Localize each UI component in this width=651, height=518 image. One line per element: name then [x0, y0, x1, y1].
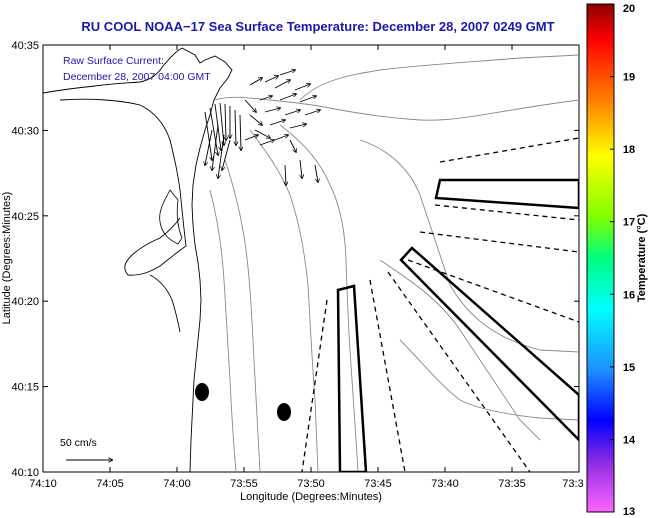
colorbar-tick-label: 13: [623, 506, 635, 518]
plot-area: Raw Surface Current: December 28, 2007 0…: [42, 44, 580, 473]
chart-title: RU COOL NOAA−17 Sea Surface Temperature:…: [81, 19, 554, 34]
colorbar-tick-label: 14: [623, 434, 636, 446]
colorbar-tick-label: 18: [623, 144, 635, 156]
colorbar-label: Temperature (°C): [636, 213, 648, 302]
x-tick-label: 73:3: [562, 478, 583, 490]
y-tick-label: 40:10: [11, 467, 39, 479]
x-tick-label: 73:50: [297, 478, 325, 490]
coastline: [43, 47, 233, 472]
x-tick-label: 73:55: [230, 478, 258, 490]
radar-beams: [336, 178, 579, 472]
x-axis: 74:10 74:05 74:00 73:55 73:50 73:45 73:40 73:35…: [29, 45, 584, 490]
bathymetry-contours: [209, 54, 579, 472]
y-axis: 40:35 40:30 40:25 40:20 40:15 40:10: [11, 40, 579, 479]
colorbar-ticks: 20 19 18 17 16 15 14 13: [610, 3, 636, 518]
scale-label: 50 cm/s: [60, 437, 97, 449]
x-tick-label: 74:00: [163, 478, 191, 490]
colorbar-tick-label: 17: [623, 217, 635, 229]
y-tick-label: 40:20: [11, 296, 39, 308]
y-tick-label: 40:35: [11, 40, 39, 52]
bay-outline: [159, 189, 183, 245]
colorbar-tick-label: 16: [623, 289, 635, 301]
buoy-marker: [277, 403, 291, 421]
x-tick-label: 74:10: [29, 478, 57, 490]
annotation-line-2: December 28, 2007 04:00 GMT: [63, 71, 211, 83]
colorbar-tick-label: 20: [623, 3, 635, 15]
surface-current-vectors: [205, 70, 320, 185]
y-tick-label: 40:30: [11, 125, 39, 137]
colorbar-tick-label: 15: [623, 362, 635, 374]
y-tick-label: 40:25: [11, 211, 39, 223]
x-tick-label: 73:45: [364, 478, 392, 490]
annotation-line-1: Raw Surface Current:: [63, 55, 164, 67]
colorbar: 20 19 18 17 16 15 14 13 Temperature (°C): [586, 3, 648, 518]
colorbar-tick-label: 19: [623, 72, 635, 84]
buoy-marker: [195, 383, 209, 401]
x-tick-label: 73:35: [498, 478, 526, 490]
x-axis-label: Longitude (Degrees:Minutes): [240, 491, 382, 503]
x-tick-label: 73:40: [431, 478, 459, 490]
x-tick-label: 74:05: [96, 478, 124, 490]
y-axis-label: Latitude (Degrees:Minutes): [1, 192, 13, 325]
y-tick-label: 40:15: [11, 382, 39, 394]
